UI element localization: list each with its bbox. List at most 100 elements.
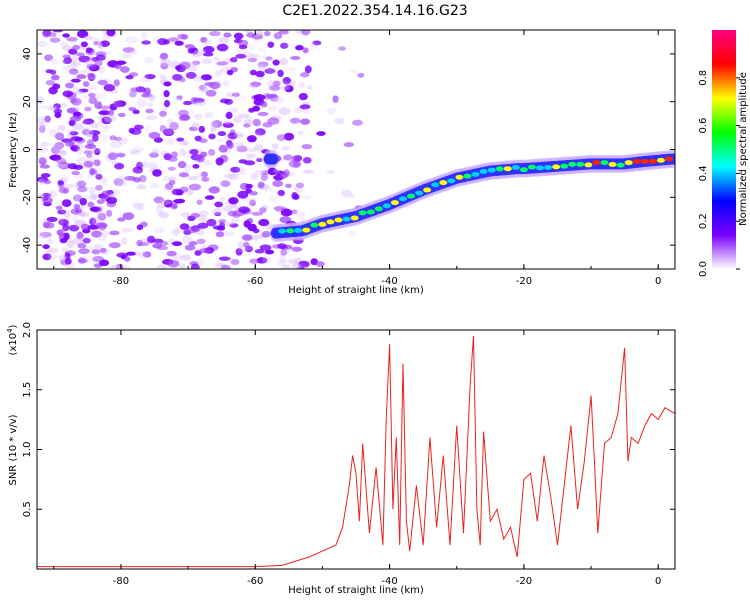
noise-blob (171, 241, 183, 247)
noise-blob (48, 86, 58, 95)
noise-blob (343, 142, 355, 148)
noise-blob (45, 69, 53, 74)
noise-blob (173, 198, 186, 204)
track-peak (552, 164, 561, 170)
noise-blob (99, 259, 110, 267)
snr-y-axis-label: SNR (10 * v/v) (8, 414, 19, 485)
noise-blob (142, 90, 151, 96)
noise-blob (89, 206, 100, 212)
noise-blob (264, 68, 276, 74)
noise-blob (74, 219, 85, 227)
noise-blob (108, 109, 115, 116)
noise-blob (70, 60, 77, 68)
noise-blob (273, 205, 286, 212)
noise-blob (179, 61, 191, 70)
noise-blob (178, 263, 186, 269)
noise-blob (99, 247, 107, 253)
noise-blob (109, 230, 120, 236)
noise-blob (289, 258, 299, 264)
noise-blob (42, 253, 52, 261)
noise-blob (128, 127, 135, 134)
noise-blob (87, 201, 95, 208)
noise-blob (250, 172, 259, 181)
noise-blob (76, 52, 85, 57)
noise-blob (226, 141, 234, 149)
noise-blob (147, 94, 156, 102)
noise-blob (151, 148, 159, 155)
noise-blob (68, 141, 75, 147)
noise-blob (93, 159, 101, 167)
noise-blob (259, 207, 267, 213)
noise-blob (190, 263, 200, 269)
noise-blob (47, 247, 59, 253)
noise-blob (96, 210, 105, 216)
noise-blob (37, 104, 48, 109)
noise-blob (214, 211, 222, 217)
noise-blob (85, 47, 93, 54)
x-tick-label: -40 (381, 576, 397, 587)
noise-blob (301, 195, 312, 200)
noise-blob (167, 156, 178, 162)
noise-blob (247, 197, 257, 204)
track-peak (326, 219, 335, 225)
noise-blob (196, 199, 203, 205)
noise-blob (72, 123, 84, 131)
noise-blob (75, 90, 84, 95)
noise-blob (142, 160, 149, 168)
noise-blob (88, 92, 96, 98)
noise-blob (98, 66, 106, 75)
noise-blob (62, 223, 70, 232)
noise-blob (70, 208, 83, 215)
noise-blob (209, 30, 221, 37)
noise-blob (38, 157, 47, 165)
noise-blob (195, 101, 206, 106)
track-peak (503, 166, 512, 172)
noise-blob (88, 130, 101, 136)
noise-blob (235, 248, 243, 256)
noise-blob (119, 66, 130, 73)
x-tick-label: -20 (516, 576, 532, 587)
noise-blob (278, 30, 289, 35)
track-peak (302, 227, 311, 233)
noise-blob (38, 125, 46, 133)
noise-blob (77, 243, 87, 249)
noise-blob (125, 36, 138, 44)
noise-blob (181, 235, 193, 244)
noise-blob (106, 30, 116, 37)
noise-blob (191, 122, 201, 129)
noise-blob (187, 226, 199, 234)
noise-blob (298, 82, 306, 89)
noise-blob (79, 197, 87, 206)
noise-blob (66, 108, 77, 113)
noise-blob (82, 81, 90, 87)
noise-blob (109, 135, 117, 141)
noise-blob (121, 227, 133, 233)
noise-blob (213, 56, 220, 61)
noise-blob (61, 64, 72, 73)
noise-blob (176, 95, 183, 100)
noise-blob (162, 176, 171, 182)
noise-blob (62, 33, 70, 38)
noise-blob (219, 196, 226, 202)
x-tick-label: -80 (113, 576, 129, 587)
noise-blob (264, 249, 275, 255)
noise-blob (117, 217, 126, 222)
noise-blob (145, 108, 154, 114)
track-peak (592, 160, 601, 166)
noise-blob (88, 96, 98, 105)
noise-blob (157, 38, 168, 46)
noise-blob (62, 58, 70, 64)
track-peak (479, 169, 488, 175)
noise-blob (225, 111, 233, 120)
track-peak (358, 210, 367, 216)
noise-blob (37, 116, 46, 125)
noise-blob (163, 199, 173, 208)
noise-blob (291, 246, 303, 252)
noise-blob (192, 76, 204, 82)
noise-blob (46, 105, 58, 110)
noise-blob (290, 209, 298, 215)
noise-blob (216, 138, 224, 143)
noise-blob (179, 148, 186, 157)
noise-blob (93, 148, 101, 156)
noise-blob (196, 258, 205, 266)
